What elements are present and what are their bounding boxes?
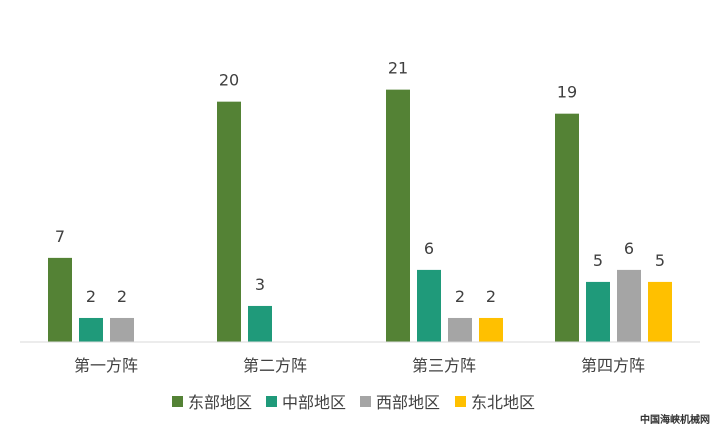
legend-label: 东北地区 <box>471 393 535 412</box>
legend-label: 中部地区 <box>282 393 346 412</box>
value-label: 2 <box>86 287 96 306</box>
bar <box>217 101 241 343</box>
value-label: 5 <box>655 251 665 270</box>
bar <box>448 317 472 342</box>
value-label: 2 <box>486 287 496 306</box>
category-label: 第三方阵 <box>412 356 476 375</box>
bar <box>110 317 134 342</box>
legend-swatch <box>455 396 466 407</box>
category-label: 第一方阵 <box>74 356 138 375</box>
bar <box>48 257 72 342</box>
category-labels-group: 第一方阵 第二方阵 第三方阵 第四方阵 <box>74 356 645 375</box>
bar <box>479 317 503 342</box>
value-label: 2 <box>117 287 127 306</box>
category-label: 第四方阵 <box>581 356 645 375</box>
legend-label: 东部地区 <box>188 393 252 412</box>
value-label: 7 <box>55 227 65 246</box>
bar <box>648 281 672 342</box>
category-label: 第二方阵 <box>243 356 307 375</box>
legend-swatch <box>360 396 371 407</box>
value-label: 5 <box>593 251 603 270</box>
value-label: 2 <box>455 287 465 306</box>
bar <box>617 269 641 342</box>
value-label: 19 <box>557 83 577 102</box>
value-labels-group: 7 2 2 20 3 21 6 2 2 19 5 6 5 <box>55 59 665 306</box>
value-label: 6 <box>624 239 634 258</box>
bar <box>555 113 579 342</box>
bar <box>248 305 272 342</box>
legend-swatch <box>266 396 277 407</box>
value-label: 3 <box>255 275 265 294</box>
watermark: 中国海峡机械网 <box>640 415 710 426</box>
bar <box>586 281 610 342</box>
bars-group <box>48 89 672 343</box>
bar <box>417 269 441 342</box>
legend-swatch <box>172 396 183 407</box>
legend: 东部地区 中部地区 西部地区 东北地区 <box>172 393 535 412</box>
bar <box>386 89 410 342</box>
legend-label: 西部地区 <box>376 393 440 412</box>
bar <box>79 317 103 342</box>
value-label: 6 <box>424 239 434 258</box>
value-label: 20 <box>219 71 239 90</box>
value-label: 21 <box>388 59 408 78</box>
